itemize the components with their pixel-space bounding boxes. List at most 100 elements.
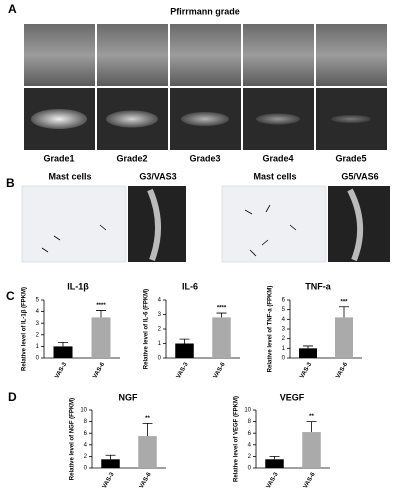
panel-label: D bbox=[8, 390, 17, 404]
y-tick-label: 8 bbox=[84, 419, 88, 425]
error-bar bbox=[142, 422, 153, 437]
y-tick-label: 1 bbox=[158, 341, 162, 347]
y-axis-label: Relative level of NGF (FPKM) bbox=[70, 398, 76, 480]
grade-label: Grade5 bbox=[335, 153, 366, 163]
y-tick-label: 2 bbox=[36, 332, 40, 338]
x-tick-label: VAS-3 bbox=[299, 361, 313, 379]
error-bar bbox=[96, 310, 106, 318]
error-bar bbox=[216, 312, 227, 318]
caption: Mast cells bbox=[48, 171, 91, 181]
caption: Mast cells bbox=[253, 171, 296, 181]
y-axis-label: Relative level of IL-1β (FPKM) bbox=[22, 287, 28, 371]
xray-image bbox=[316, 24, 387, 86]
y-tick-label: 4 bbox=[84, 442, 88, 448]
chart-title: IL-6 bbox=[182, 281, 198, 291]
micrograph bbox=[221, 185, 327, 263]
disc bbox=[31, 109, 87, 129]
y-tick-label: 6 bbox=[84, 431, 88, 437]
xray-image bbox=[24, 24, 95, 86]
bar bbox=[175, 343, 194, 358]
significance: ** bbox=[145, 416, 150, 422]
bar bbox=[91, 317, 111, 358]
chart-title: VEGF bbox=[280, 392, 305, 402]
y-tick-label: 0 bbox=[84, 466, 88, 472]
x-tick-label: VAS-3 bbox=[54, 361, 68, 379]
y-tick-label: 0 bbox=[36, 356, 40, 362]
bar bbox=[302, 432, 321, 468]
y-tick-label: 2 bbox=[84, 454, 88, 460]
x-tick-label: VAS-6 bbox=[303, 471, 317, 489]
y-tick-label: 2 bbox=[158, 327, 162, 333]
y-tick-label: 5 bbox=[282, 307, 286, 313]
error-bar bbox=[105, 454, 116, 460]
error-bar bbox=[339, 306, 349, 318]
y-axis-label: Relative level of VEGF (FPKM) bbox=[234, 396, 240, 482]
x-tick-label: VAS-3 bbox=[266, 471, 280, 489]
grade-label: Grade3 bbox=[189, 153, 220, 163]
y-tick-label: 4 bbox=[248, 442, 252, 448]
bar bbox=[101, 459, 120, 468]
grade-label: Grade1 bbox=[43, 153, 74, 163]
y-tick-label: 3 bbox=[282, 327, 286, 333]
error-bar bbox=[58, 341, 68, 347]
bar bbox=[212, 317, 231, 358]
error-bar bbox=[306, 421, 317, 433]
significance: *** bbox=[340, 299, 348, 305]
bar bbox=[138, 436, 157, 468]
y-tick-label: 1 bbox=[282, 346, 286, 352]
error-bar bbox=[269, 456, 280, 460]
y-tick-label: 2 bbox=[282, 336, 286, 342]
panel-title: Pfirrmann grade bbox=[170, 6, 240, 16]
caption: G5/VAS6 bbox=[341, 171, 378, 181]
bar bbox=[265, 459, 284, 468]
xray-image bbox=[170, 24, 241, 86]
error-bar bbox=[179, 338, 190, 344]
y-tick-label: 0 bbox=[158, 356, 162, 362]
y-tick-label: 5 bbox=[36, 298, 40, 304]
y-tick-label: 3 bbox=[36, 321, 40, 327]
x-tick-label: VAS-6 bbox=[92, 361, 106, 379]
bar bbox=[53, 346, 73, 358]
grade-label: Grade4 bbox=[262, 153, 293, 163]
y-tick-label: 4 bbox=[158, 298, 162, 304]
x-tick-label: VAS-6 bbox=[213, 361, 227, 379]
bar bbox=[335, 317, 353, 358]
arrows bbox=[41, 204, 297, 257]
y-tick-label: 10 bbox=[244, 408, 251, 414]
y-tick-label: 8 bbox=[248, 419, 252, 425]
xray-image bbox=[243, 24, 314, 86]
disc bbox=[256, 113, 300, 125]
image-grid bbox=[24, 24, 387, 150]
spine bbox=[347, 188, 364, 262]
bar bbox=[299, 348, 317, 358]
significance: **** bbox=[217, 306, 227, 312]
grade-label: Grade2 bbox=[116, 153, 147, 163]
y-axis-label: Relative level of TNF-a (FPKM) bbox=[268, 286, 274, 373]
significance: ** bbox=[309, 414, 314, 420]
y-tick-label: 2 bbox=[248, 454, 252, 460]
chart-title: IL-1β bbox=[67, 281, 89, 291]
error-bar bbox=[303, 345, 313, 349]
y-tick-label: 4 bbox=[36, 309, 40, 315]
chart-title: NGF bbox=[119, 392, 139, 402]
x-tick-label: VAS-3 bbox=[176, 361, 190, 379]
micrograph bbox=[21, 185, 127, 263]
y-tick-label: 3 bbox=[158, 312, 162, 318]
x-tick-label: VAS-3 bbox=[102, 471, 116, 489]
y-tick-label: 6 bbox=[248, 431, 252, 437]
y-tick-label: 1 bbox=[36, 344, 40, 350]
panel-label: B bbox=[6, 176, 15, 190]
disc bbox=[106, 110, 158, 128]
x-tick-label: VAS-6 bbox=[335, 361, 349, 379]
y-axis-label: Relative level of IL-6 (FPKM) bbox=[144, 289, 150, 369]
significance: **** bbox=[96, 303, 106, 309]
panel-label: A bbox=[8, 2, 17, 16]
y-tick-label: 6 bbox=[282, 298, 286, 304]
disc bbox=[331, 115, 371, 123]
spine bbox=[147, 188, 162, 262]
disc bbox=[181, 112, 229, 126]
y-tick-label: 4 bbox=[282, 317, 286, 323]
chart-title: TNF-a bbox=[305, 281, 331, 291]
y-tick-label: 0 bbox=[282, 356, 286, 362]
